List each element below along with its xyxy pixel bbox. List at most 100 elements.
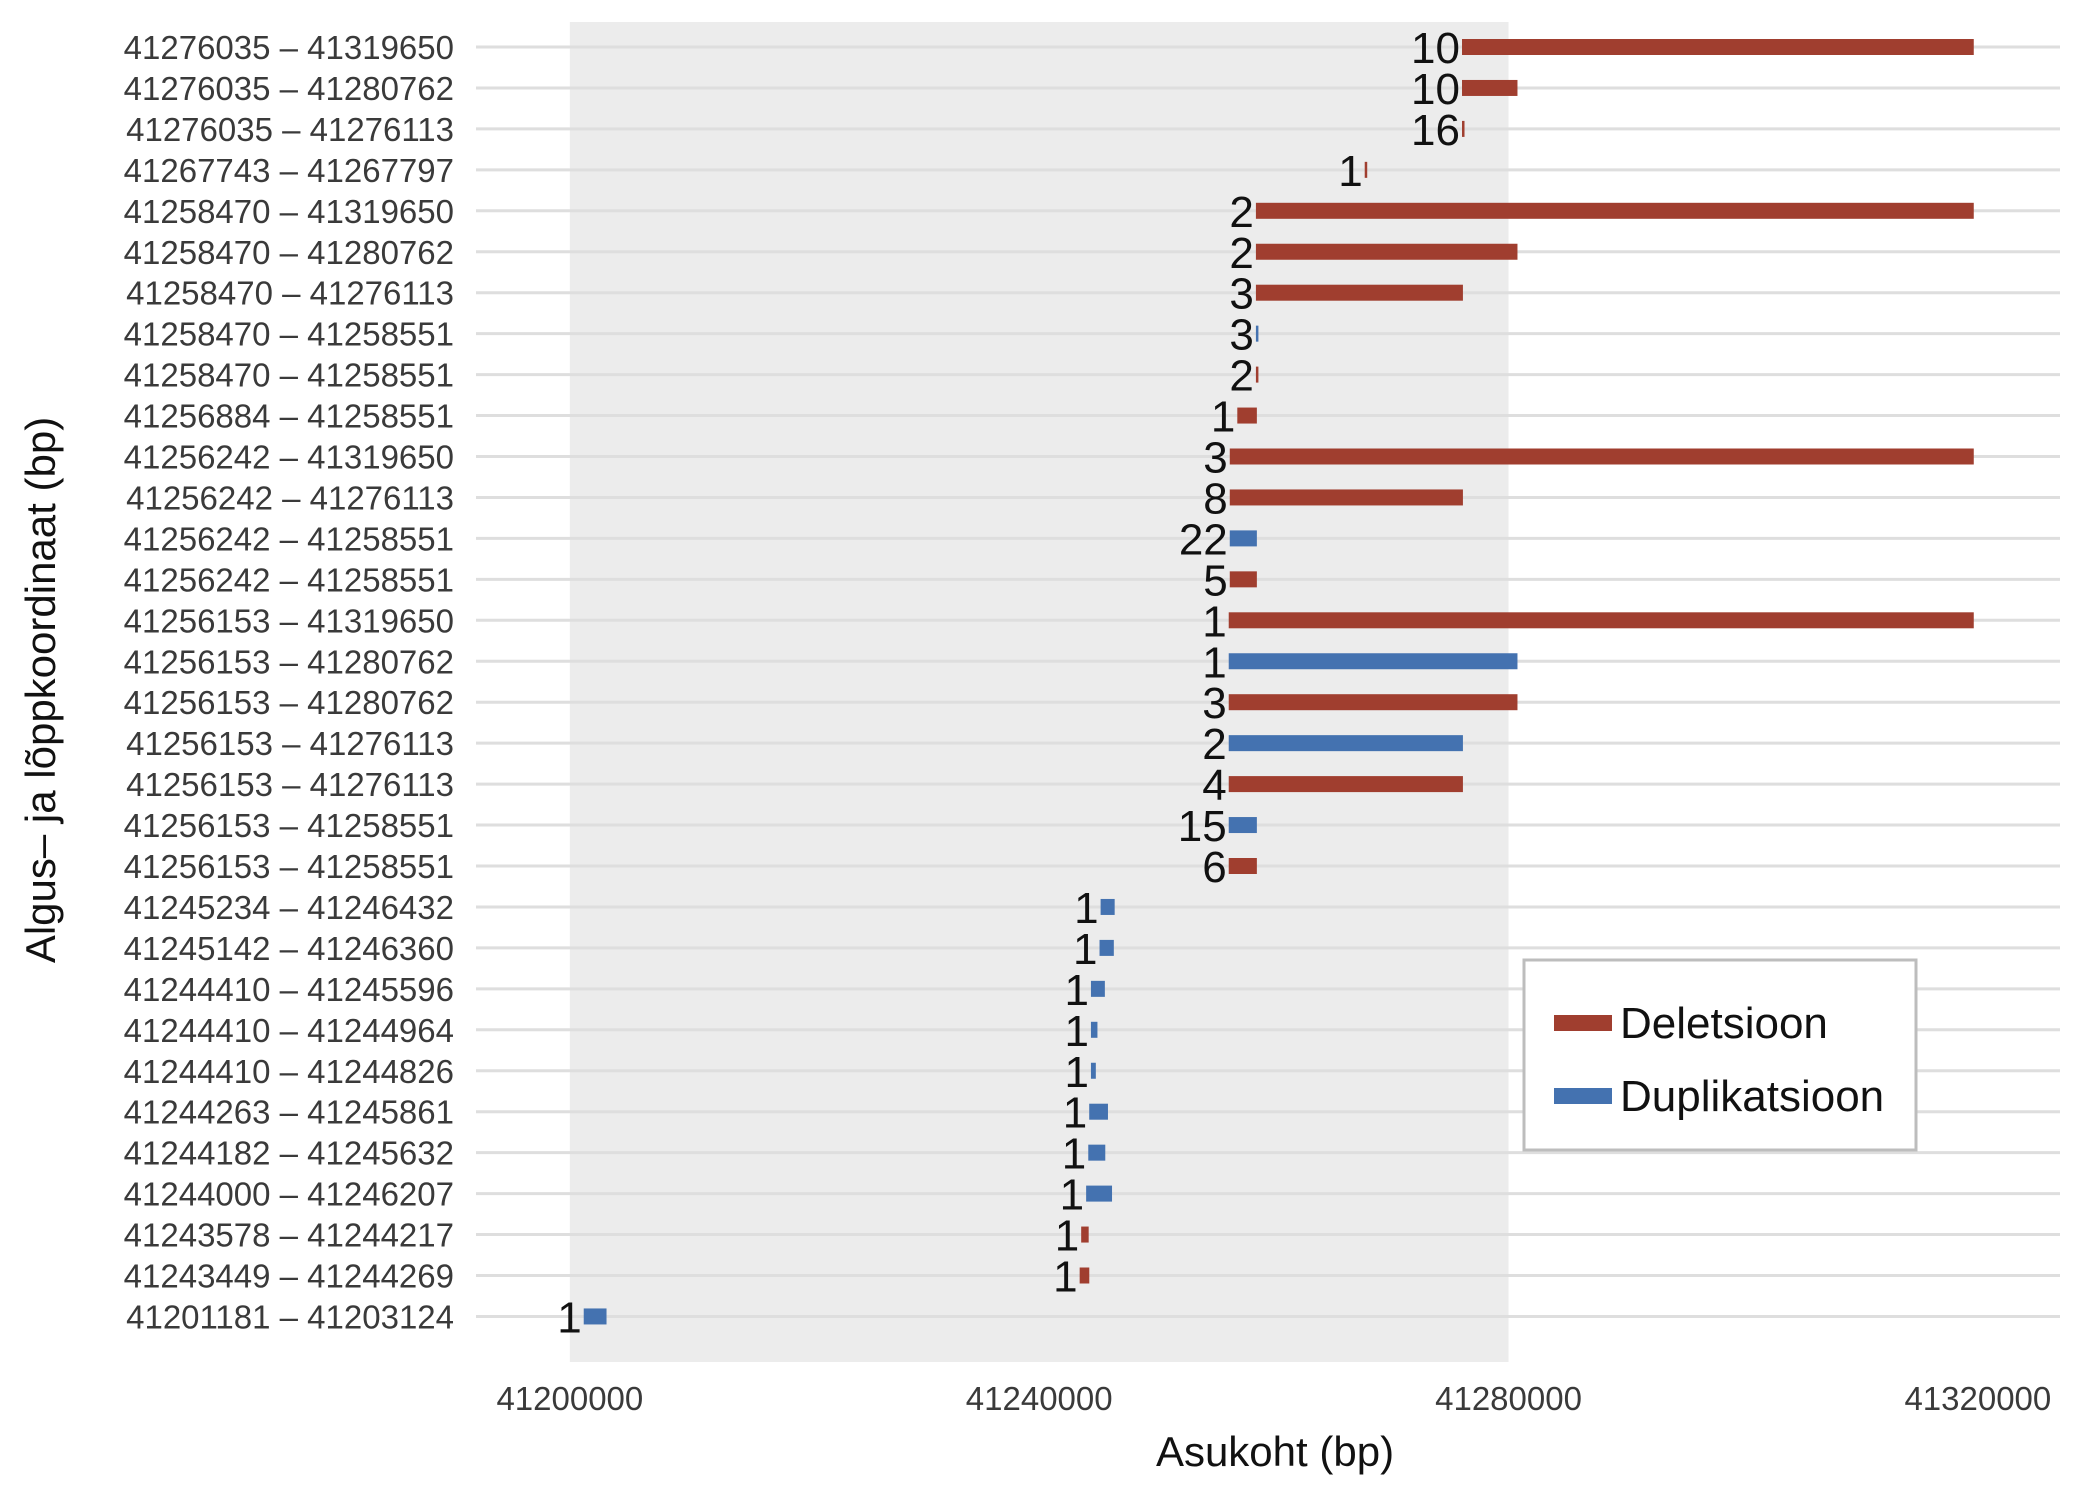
deletion-bar — [1228, 694, 1518, 711]
count-label: 3 — [1203, 434, 1227, 483]
row-label: 41256153 – 41276113 — [126, 725, 454, 762]
count-label: 22 — [1179, 515, 1228, 564]
row-label: 41243449 – 41244269 — [124, 1258, 454, 1295]
row-label: 41256153 – 41319650 — [124, 602, 454, 639]
legend-label-duplikatsioon: Duplikatsioon — [1620, 1072, 1884, 1121]
row-label: 41243578 – 41244217 — [124, 1217, 454, 1254]
duplication-bar — [1099, 939, 1114, 956]
count-label: 1 — [1064, 1007, 1088, 1056]
row-label: 41256153 – 41276113 — [126, 766, 454, 803]
count-label: 1 — [1064, 1048, 1088, 1097]
count-label: 1 — [1202, 597, 1226, 646]
row-label: 41201181 – 41203124 — [126, 1298, 454, 1335]
duplication-bar — [1089, 1103, 1108, 1120]
row-label: 41256242 – 41319650 — [124, 439, 454, 476]
bars — [583, 39, 1974, 1325]
deletion-bar — [1228, 612, 1974, 629]
row-label: 41276035 – 41276113 — [126, 111, 454, 148]
count-label: 3 — [1229, 311, 1253, 360]
deletion-bar — [1229, 489, 1463, 506]
row-label: 41245142 – 41246360 — [124, 930, 454, 967]
deletion-bar — [1364, 161, 1368, 178]
count-label: 1 — [1063, 1089, 1087, 1138]
x-tick-label: 41280000 — [1435, 1380, 1582, 1417]
count-label: 10 — [1411, 24, 1460, 73]
count-label: 5 — [1203, 556, 1227, 605]
row-label: 41258470 – 41280762 — [124, 234, 454, 271]
deletion-bar — [1255, 243, 1518, 260]
deletion-bar — [1229, 571, 1257, 588]
count-label: 3 — [1229, 270, 1253, 319]
deletion-bar — [1228, 776, 1463, 793]
count-label: 1 — [1074, 884, 1098, 933]
row-label: 41256153 – 41280762 — [124, 643, 454, 680]
row-label: 41244182 – 41245632 — [124, 1135, 454, 1172]
legend-label-deletsioon: Deletsioon — [1620, 999, 1828, 1048]
row-label: 41244410 – 41244964 — [124, 1012, 454, 1049]
legend: Deletsioon Duplikatsioon — [1522, 958, 1918, 1152]
deletion-bar — [1081, 1226, 1089, 1243]
deletion-bar — [1462, 39, 1974, 55]
count-label: 1 — [1202, 638, 1226, 687]
x-tick-label: 41320000 — [1904, 1380, 2051, 1417]
row-label: 41256242 – 41276113 — [126, 479, 454, 516]
count-label: 2 — [1229, 188, 1253, 237]
duplication-bar — [1100, 898, 1115, 915]
row-label: 41258470 – 41276113 — [126, 275, 454, 312]
count-label: 1 — [1073, 925, 1097, 974]
duplication-bar — [583, 1308, 607, 1325]
row-label: 41244000 – 41246207 — [124, 1176, 454, 1213]
count-label: 6 — [1202, 843, 1226, 892]
count-label: 2 — [1229, 229, 1253, 278]
count-label: 2 — [1229, 352, 1253, 401]
row-label: 41276035 – 41319650 — [124, 29, 454, 66]
count-label: 1 — [1211, 393, 1235, 442]
duplication-bar — [1255, 325, 1259, 342]
count-label: 1 — [557, 1293, 581, 1342]
row-label: 41256242 – 41258551 — [124, 520, 454, 557]
deletion-bar — [1462, 120, 1465, 137]
row-label: 41256884 – 41258551 — [124, 398, 454, 435]
legend-swatch-deletsioon — [1554, 1015, 1612, 1031]
count-label: 8 — [1203, 474, 1227, 523]
deletion-bar — [1255, 202, 1974, 219]
duplication-bar — [1090, 1062, 1096, 1079]
legend-box — [1522, 958, 1918, 1152]
x-tick-label: 41240000 — [966, 1380, 1113, 1417]
deletion-bar — [1228, 858, 1257, 874]
x-axis-title: Asukoht (bp) — [1156, 1428, 1394, 1475]
y-axis-title: Algus– ja lõppkoordinaat (bp) — [17, 417, 64, 963]
duplication-bar — [1090, 980, 1105, 997]
row-label: 41258470 – 41258551 — [124, 357, 454, 394]
duplication-bar — [1090, 1021, 1098, 1038]
row-label: 41256153 – 41280762 — [124, 684, 454, 721]
deletion-bar — [1255, 284, 1463, 301]
count-label: 15 — [1178, 802, 1227, 851]
shaded-region — [569, 22, 1509, 1362]
legend-swatch-duplikatsioon — [1554, 1088, 1612, 1104]
row-label: 41256242 – 41258551 — [124, 561, 454, 598]
duplication-bar — [1228, 653, 1518, 670]
duplication-bar — [1228, 735, 1463, 752]
row-label: 41258470 – 41258551 — [124, 316, 454, 353]
duplication-bar — [1086, 1185, 1113, 1202]
deletion-bar — [1237, 407, 1257, 424]
row-label: 41276035 – 41280762 — [124, 70, 454, 107]
count-label: 10 — [1411, 65, 1460, 114]
row-label: 41245234 – 41246432 — [124, 889, 454, 926]
count-label: 2 — [1202, 720, 1226, 769]
row-labels: 41276035 – 41319650 41276035 – 41280762 41… — [124, 29, 454, 1335]
deletion-bar — [1229, 448, 1974, 465]
duplication-bar — [1228, 817, 1257, 834]
duplication-bar — [1088, 1144, 1106, 1161]
count-label: 1 — [1060, 1171, 1084, 1220]
duplication-bar — [1229, 530, 1257, 547]
x-axis-ticks: 41200000 41240000 41280000 41320000 — [496, 1380, 2051, 1417]
row-label: 41256153 – 41258551 — [124, 807, 454, 844]
count-label: 4 — [1202, 761, 1226, 810]
deletion-bar — [1079, 1267, 1090, 1284]
row-label: 41244410 – 41244826 — [124, 1053, 454, 1090]
deletion-bar — [1462, 79, 1518, 96]
